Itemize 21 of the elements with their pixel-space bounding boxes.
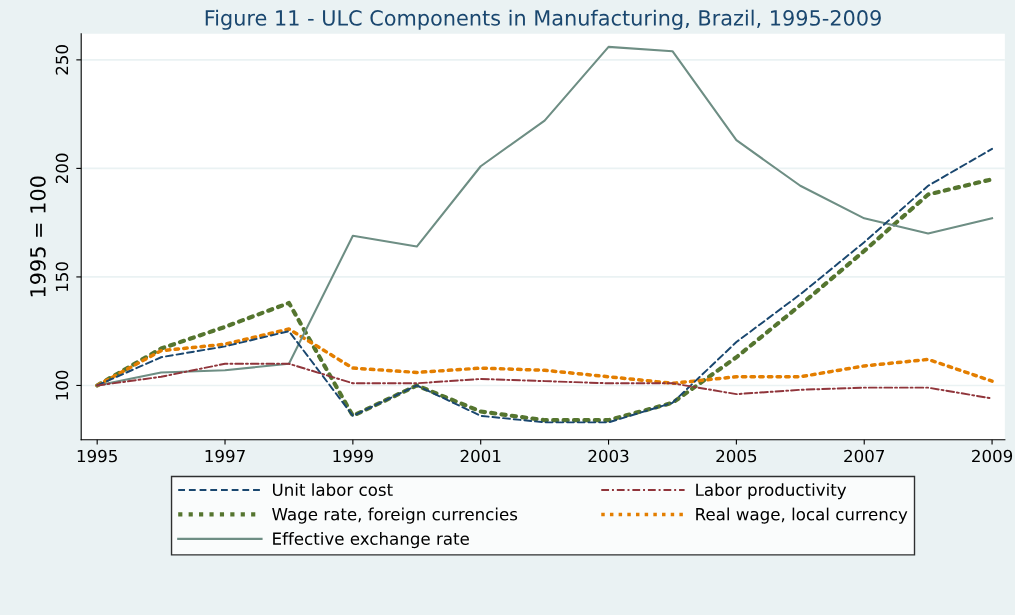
x-tick-label: 2005: [716, 449, 757, 463]
y-axis-title: 1995 = 100: [30, 176, 46, 297]
y-tick-label: 100: [55, 370, 69, 400]
legend-label: Effective exchange rate: [273, 532, 469, 549]
chart-title: Figure 11 - ULC Components in Manufacturing, Brazil, 1995-2009: [205, 9, 881, 30]
line-series: [95, 327, 994, 388]
x-tick-label: 2003: [588, 449, 629, 463]
legend-label: Unit labor cost: [272, 483, 393, 497]
line-series: [96, 45, 994, 387]
y-tick-label: 250: [55, 45, 69, 75]
x-tick-label: 2009: [972, 449, 1013, 463]
legend-label: Wage rate, foreign currencies: [272, 507, 518, 524]
x-tick-label: 1999: [333, 449, 373, 463]
y-tick-label: 150: [55, 262, 69, 292]
legend-label: Labor productivity: [696, 483, 847, 500]
x-tick-label: 2007: [844, 449, 885, 463]
y-tick-label: 200: [55, 153, 69, 184]
legend-label: Real wage, local currency: [696, 507, 908, 524]
x-tick-label: 2001: [460, 449, 501, 463]
x-tick-label: 1997: [205, 449, 245, 463]
x-tick-label: 1995: [77, 449, 117, 463]
